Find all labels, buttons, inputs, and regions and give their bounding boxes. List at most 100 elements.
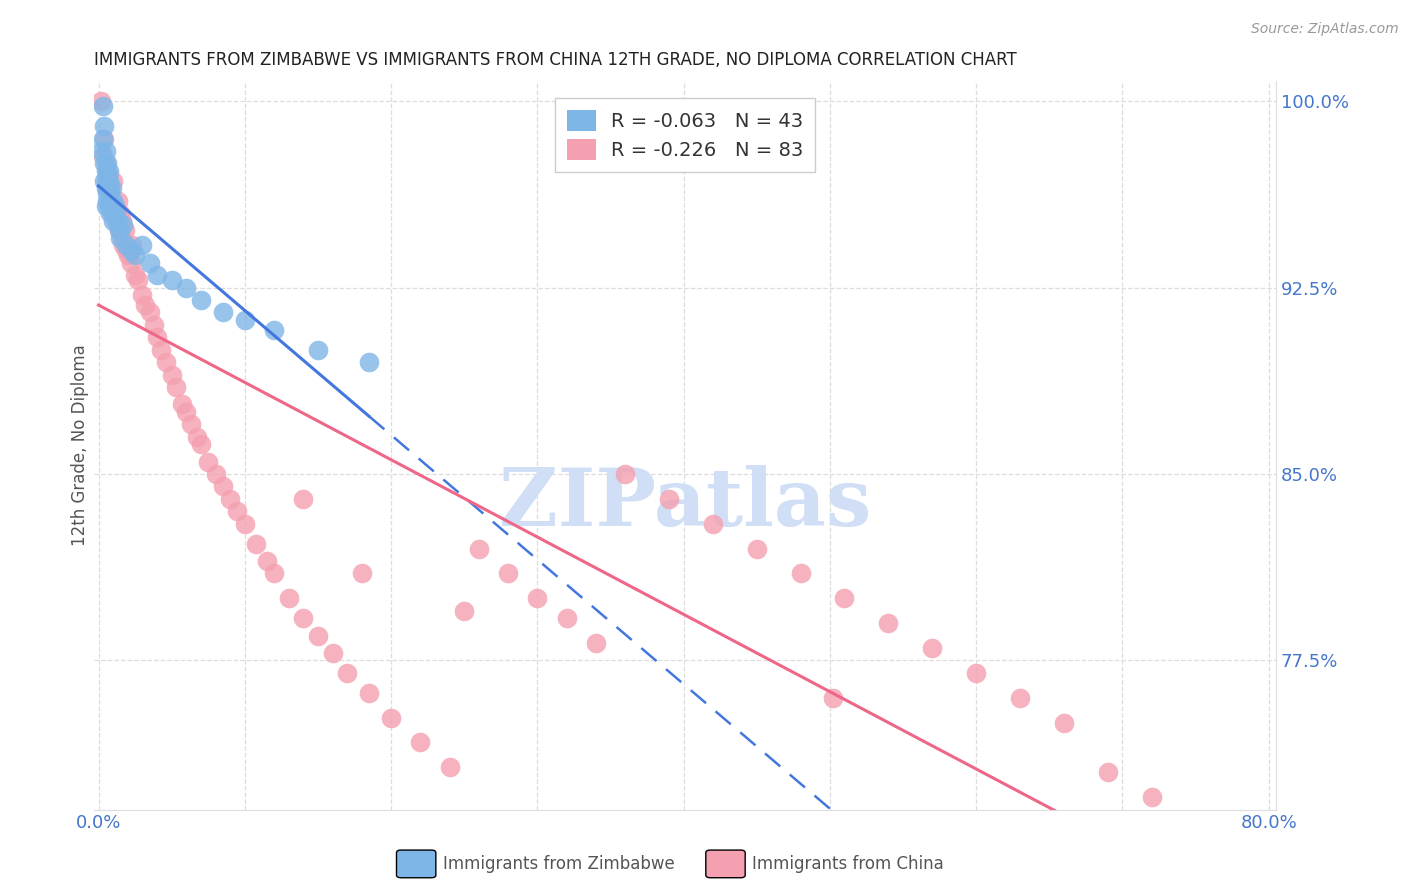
Point	[104, 199, 127, 213]
Point	[112, 219, 135, 233]
Point	[226, 504, 249, 518]
Point	[292, 491, 315, 506]
Point	[96, 169, 118, 183]
Point	[233, 313, 256, 327]
Point	[108, 223, 131, 237]
Point	[111, 213, 134, 227]
Point	[124, 248, 146, 262]
Point	[108, 223, 131, 237]
Point	[877, 616, 900, 631]
Point	[614, 467, 637, 481]
Point	[143, 318, 166, 332]
Point	[101, 213, 124, 227]
Point	[160, 368, 183, 382]
Point	[94, 144, 117, 158]
Point	[120, 244, 142, 258]
Text: IMMIGRANTS FROM ZIMBABWE VS IMMIGRANTS FROM CHINA 12TH GRADE, NO DIPLOMA CORRELA: IMMIGRANTS FROM ZIMBABWE VS IMMIGRANTS F…	[94, 51, 1017, 69]
Point	[439, 760, 461, 774]
Point	[263, 323, 285, 337]
Point	[186, 430, 208, 444]
Text: Immigrants from Zimbabwe: Immigrants from Zimbabwe	[443, 855, 675, 873]
Point	[93, 131, 115, 145]
Point	[96, 186, 118, 201]
Point	[256, 554, 278, 568]
Point	[170, 397, 193, 411]
Point	[100, 181, 122, 195]
Point	[359, 686, 381, 700]
Point	[90, 94, 112, 108]
Point	[97, 169, 120, 183]
Point	[98, 199, 121, 213]
Point	[468, 541, 491, 556]
Point	[104, 199, 127, 213]
Point	[155, 355, 177, 369]
Point	[94, 156, 117, 170]
Point	[100, 206, 122, 220]
Point	[380, 710, 402, 724]
Point	[110, 206, 132, 220]
Point	[101, 194, 124, 208]
Point	[101, 174, 124, 188]
Point	[114, 223, 136, 237]
Point	[115, 238, 138, 252]
Point	[277, 591, 299, 606]
Point	[834, 591, 856, 606]
Point	[1097, 765, 1119, 780]
Point	[307, 343, 329, 357]
Point	[658, 491, 681, 506]
Point	[190, 437, 212, 451]
Point	[745, 541, 768, 556]
Point	[94, 199, 117, 213]
Point	[117, 248, 139, 262]
Point	[453, 604, 475, 618]
Point	[263, 566, 285, 581]
Point	[107, 194, 129, 208]
Point	[98, 206, 121, 220]
Point	[96, 194, 118, 208]
Point	[322, 646, 344, 660]
Point	[146, 268, 169, 283]
Point	[131, 288, 153, 302]
Point	[121, 238, 143, 252]
Point	[100, 199, 122, 213]
Point	[93, 119, 115, 133]
Point	[245, 536, 267, 550]
Point	[138, 256, 160, 270]
Point	[190, 293, 212, 307]
Point	[115, 244, 138, 258]
Point	[146, 330, 169, 344]
Point	[211, 479, 233, 493]
Point	[131, 238, 153, 252]
Point	[307, 629, 329, 643]
Point	[219, 491, 242, 506]
Point	[98, 186, 121, 201]
Text: Source: ZipAtlas.com: Source: ZipAtlas.com	[1251, 22, 1399, 37]
Legend: R = -0.063   N = 43, R = -0.226   N = 83: R = -0.063 N = 43, R = -0.226 N = 83	[555, 98, 815, 172]
Point	[112, 238, 135, 252]
Point	[409, 735, 432, 749]
Point	[101, 194, 124, 208]
Point	[94, 174, 117, 188]
Point	[585, 636, 607, 650]
Point	[105, 206, 128, 220]
Point	[211, 305, 233, 319]
Point	[197, 454, 219, 468]
Point	[174, 405, 197, 419]
Point	[93, 174, 115, 188]
Point	[204, 467, 226, 481]
Point	[789, 566, 811, 581]
Point	[821, 690, 844, 705]
Text: ZIPatlas: ZIPatlas	[499, 465, 872, 542]
Y-axis label: 12th Grade, No Diploma: 12th Grade, No Diploma	[72, 344, 89, 546]
Point	[127, 273, 149, 287]
Point	[91, 131, 114, 145]
Point	[1140, 790, 1163, 805]
Point	[1053, 715, 1076, 730]
Point	[90, 144, 112, 158]
Point	[921, 640, 943, 655]
Point	[107, 213, 129, 227]
Point	[98, 181, 121, 195]
Point	[526, 591, 548, 606]
Point	[94, 163, 117, 178]
Point	[93, 156, 115, 170]
